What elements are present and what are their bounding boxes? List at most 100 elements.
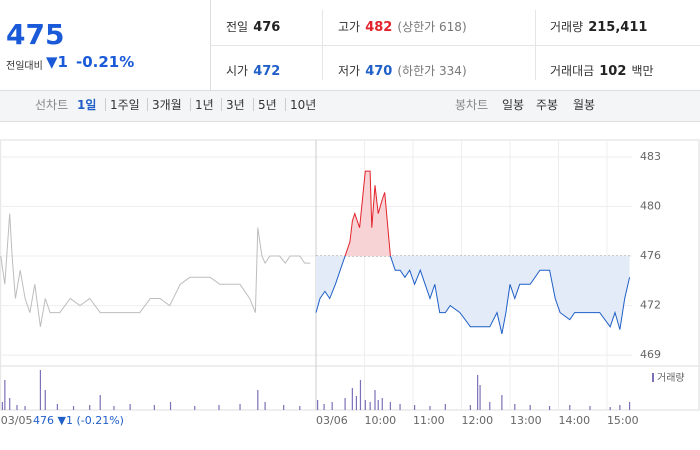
volume-bar [477,375,479,410]
volume-bar [374,390,376,410]
volume-bar [429,406,431,410]
volume-bar [323,404,325,410]
volume-bar [413,405,416,410]
y-tick-label: 472 [640,299,661,312]
volume-bar [257,390,259,410]
volume-bar [129,404,131,410]
tab-separator [105,98,106,111]
period-tab[interactable]: 3년 [226,98,245,112]
volume-bar [389,402,391,410]
divider [210,45,700,46]
stat-label: 저가 [338,64,361,78]
stat-value: 472 [253,64,281,79]
x-tick-label: 10:00 [364,414,396,427]
stat-value: 470 [365,64,393,79]
price-line-up [344,170,391,257]
volume-bar [89,405,91,410]
period-tab[interactable]: 5년 [258,98,277,112]
volume-bar [4,380,6,410]
stat-note: 백만 [631,64,654,78]
volume-bar [479,385,481,410]
x-tick-label: 12:00 [461,414,493,427]
stat-label: 거래량 [550,20,584,34]
volume-bar [194,406,196,410]
volume-bar [489,402,491,410]
volume-bar [514,404,516,410]
period-tab[interactable]: 1일 [77,98,97,112]
y-tick-label: 469 [640,348,661,361]
volume-bar [72,406,75,410]
divider [322,10,323,80]
volume-bar [344,398,346,410]
volume-bar [9,398,11,410]
tab-separator [253,98,254,111]
volume-bar [359,380,362,410]
x-tick-label: 13:00 [510,414,542,427]
volume-bar [169,402,172,410]
volume-bar [16,405,18,410]
tab-group-label: 선차트 [35,98,69,112]
tab-separator [190,98,191,111]
volume-bar [529,405,531,410]
hover-info: 476 ▼1 (-0.21%) [33,414,124,427]
volume-bar [24,406,26,410]
volume-bar [113,406,115,410]
stat-label: 거래대금 [550,64,595,78]
price-line-down [315,256,631,335]
volume-bar [501,395,503,410]
volume-bar [283,405,285,410]
x-tick-label: 14:00 [558,414,590,427]
divider [535,10,536,80]
volume-bar [369,402,371,410]
volume-bar [1,402,4,410]
period-tab[interactable]: 1주일 [110,98,140,112]
volume-bar [355,396,358,410]
stat-note: (하한가 334) [397,64,467,78]
volume-bar [364,400,366,410]
price-line [0,213,311,327]
volume-bar [589,406,591,410]
x-tick-label: 11:00 [413,414,445,427]
stat-label: 고가 [338,20,361,34]
volume-bar [99,395,101,410]
y-tick-label: 480 [640,200,661,213]
period-tab[interactable]: 3개월 [152,98,182,112]
volume-bar [264,402,266,410]
candle-tab[interactable]: 주봉 [536,98,559,112]
volume-bar [44,390,46,410]
change-pct: -0.21% [76,53,135,71]
volume-bar [351,388,353,410]
volume-bar [381,398,383,410]
volume-bar [239,404,241,410]
y-tick-label: 483 [640,150,661,163]
x-tick-label: 15:00 [607,414,639,427]
candle-tab[interactable]: 일봉 [502,98,525,112]
volume-bar [619,405,621,410]
x-tick-label: 03/05 [1,414,33,427]
volume-bar [609,407,611,410]
area-up [345,171,391,257]
volume-bar [548,406,551,410]
tab-bar [0,90,700,122]
stat-value: 215,411 [588,20,648,35]
stat-label: 시가 [226,64,249,78]
volume-bar [331,402,333,410]
plot-frame [0,139,700,411]
period-tab[interactable]: 10년 [290,98,317,112]
change: ▼1 [46,53,68,71]
x-tick-label: 03/06 [316,414,348,427]
stat-value: 102 [599,64,627,79]
tab-separator [285,98,286,111]
legend-label: 거래량 [657,372,685,384]
candle-tab[interactable]: 월봉 [573,98,596,112]
volume-bar [299,406,301,410]
volume-bar [399,404,401,410]
period-tab[interactable]: 1년 [195,98,214,112]
tab-separator [147,98,148,111]
stat-value: 476 [253,20,281,35]
volume-bar [444,404,446,410]
volume-bar [628,402,631,410]
stat-value: 482 [365,20,393,35]
